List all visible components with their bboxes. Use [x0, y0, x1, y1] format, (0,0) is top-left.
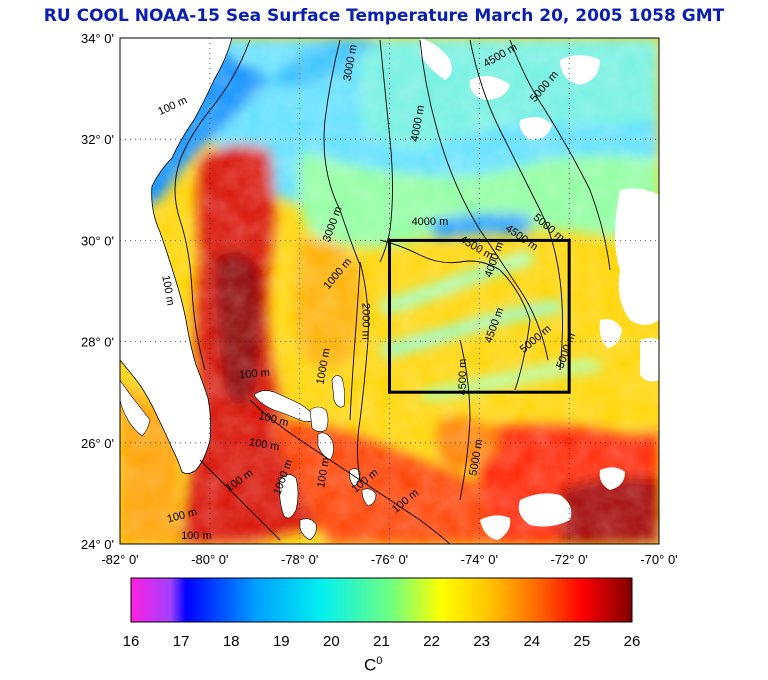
contour-label: 2000 m [360, 303, 372, 340]
lat-tick-label: 26° 0' [81, 436, 114, 451]
colorbar-tick-label: 22 [423, 633, 440, 650]
map-frame [119, 37, 660, 545]
contour-label: 100 m [239, 367, 271, 382]
colorbar-tick-label: 23 [473, 633, 490, 650]
latitude-tick-labels: 24° 0' 26° 0' 28° 0' 30° 0' 32° 0' 34° 0' [81, 31, 114, 552]
land-florida-georgia [120, 38, 233, 474]
contour-label: 100 m [248, 436, 280, 453]
lat-tick-label: 32° 0' [81, 132, 114, 147]
colorbar-tick-label: 16 [123, 633, 140, 650]
study-area-box [388, 238, 571, 394]
cloud-mask [420, 38, 659, 540]
colorbar [130, 577, 633, 623]
contour-label: 100 m [315, 457, 332, 489]
lat-tick-label: 28° 0' [81, 335, 114, 350]
contour-label: 100 m [159, 274, 176, 306]
colorbar-tick-label: 17 [173, 633, 190, 650]
lon-tick-label: -70° 0' [640, 552, 677, 567]
contour-label: 100 m [181, 530, 212, 542]
bathymetry-contours [174, 39, 611, 544]
colorbar-tick-label: 24 [523, 633, 540, 650]
lat-tick-label: 34° 0' [81, 31, 114, 46]
lon-tick-label: -74° 0' [461, 552, 498, 567]
lon-tick-label: -76° 0' [371, 552, 408, 567]
colorbar-tick-label: 19 [273, 633, 290, 650]
colorbar-tick-label: 25 [574, 633, 591, 650]
colorbar-unit-label: C0 [364, 655, 382, 676]
lon-tick-label: -80° 0' [191, 552, 228, 567]
colorbar-unit-superscript: 0 [376, 655, 383, 667]
colorbar-unit: C [364, 655, 377, 675]
colorbar-tick-label: 20 [323, 633, 340, 650]
longitude-tick-labels: -82° 0' -80° 0' -78° 0' -76° 0' -74° 0' -72° … [101, 552, 677, 567]
colorbar-tick-label: 18 [223, 633, 240, 650]
lon-tick-label: -72° 0' [551, 552, 588, 567]
lat-tick-label: 30° 0' [81, 233, 114, 248]
contour-label: 4500 m [457, 359, 469, 396]
lon-tick-label: -78° 0' [281, 552, 318, 567]
map-title: RU COOL NOAA-15 Sea Surface Temperature … [43, 6, 725, 26]
land-bahamas [253, 375, 377, 541]
colorbar-tick-label: 26 [624, 633, 641, 650]
lon-tick-label: -82° 0' [101, 552, 138, 567]
lat-tick-label: 24° 0' [81, 537, 114, 552]
colorbar-tick-labels: 16 17 18 19 20 21 22 23 24 25 26 [123, 633, 641, 650]
contour-label: 4000 m [412, 216, 449, 228]
colorbar-tick-label: 21 [373, 633, 390, 650]
